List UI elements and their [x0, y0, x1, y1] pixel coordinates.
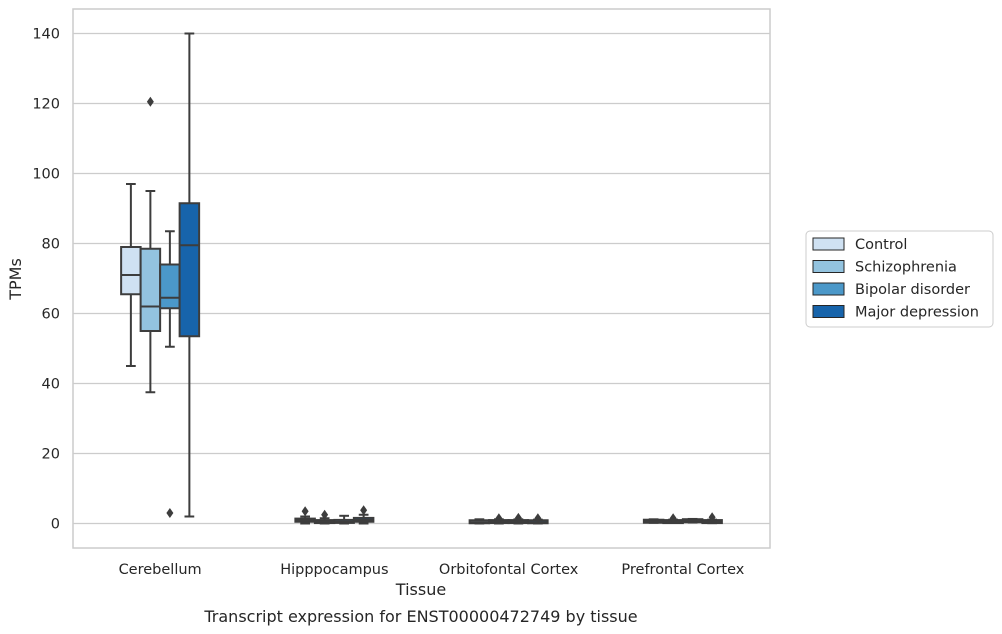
legend-label: Schizophrenia: [855, 260, 957, 276]
boxes-layer: [120, 32, 723, 525]
box-schizophrenia-2: [488, 513, 510, 525]
legend-label: Bipolar disorder: [855, 282, 970, 298]
y-tick-label: 20: [42, 447, 60, 463]
y-axis-label: TPMs: [6, 258, 25, 301]
outlier-point: [301, 506, 309, 517]
outlier-point: [495, 513, 503, 524]
box-control-0: [120, 183, 142, 367]
box: [159, 263, 181, 310]
legend-swatch: [812, 305, 845, 318]
box-major-depression-3: [701, 512, 723, 525]
legend-swatch: [812, 282, 845, 296]
box-major-depression-2: [527, 513, 549, 525]
box-major-depression-1: [352, 505, 375, 525]
legend: Control Schizophrenia Bipolar disorder Majo…: [805, 230, 994, 328]
y-axis-ticks: 0 20 40 60 80 100 120 140: [32, 27, 60, 533]
chart-title: Transcript expression for ENST0000047274…: [203, 607, 637, 626]
x-tick-label: Cerebellum: [119, 562, 202, 578]
y-tick-label: 0: [51, 517, 60, 533]
box-bipolar-disorder-1: [333, 514, 355, 525]
box-major-depression-0: [178, 32, 201, 518]
legend-frame: [805, 230, 994, 328]
box: [139, 247, 162, 332]
plot-frame: [72, 8, 771, 549]
box-schizophrenia-3: [662, 513, 684, 525]
outlier-point: [321, 509, 329, 520]
legend-swatch: [812, 260, 845, 273]
y-tick-label: 40: [42, 377, 60, 393]
y-tick-label: 60: [42, 307, 60, 323]
x-tick-label: Orbitofontal Cortex: [439, 562, 579, 578]
y-tick-label: 120: [32, 97, 60, 113]
outlier-point: [360, 505, 368, 516]
x-axis-ticks: Cerebellum Hipppocampus Orbitofontal Corte…: [119, 562, 745, 578]
outlier-point: [669, 513, 677, 524]
x-axis-label: Tissue: [395, 580, 446, 599]
box-bipolar-disorder-3: [681, 517, 704, 524]
legend-label: Major depression: [855, 305, 979, 321]
box-control-3: [642, 518, 665, 524]
box: [178, 202, 201, 338]
box-bipolar-disorder-2: [507, 512, 530, 525]
outlier-point: [166, 508, 174, 518]
legend-label: Control: [855, 237, 907, 253]
box-bipolar-disorder-0: [159, 230, 181, 518]
x-tick-label: Hipppocampus: [280, 562, 388, 578]
outlier-point: [514, 512, 522, 523]
y-tick-label: 140: [32, 27, 60, 43]
box-control-1: [294, 506, 316, 525]
legend-swatch: [812, 237, 845, 251]
box-schizophrenia-0: [139, 96, 162, 394]
box: [120, 246, 142, 296]
y-tick-label: 80: [42, 237, 60, 253]
y-tick-label: 100: [32, 167, 60, 183]
outlier-point: [708, 512, 716, 523]
box-control-2: [468, 518, 491, 525]
x-tick-label: Prefrontal Cortex: [621, 562, 744, 578]
outlier-point: [146, 96, 154, 107]
box-schizophrenia-1: [313, 509, 336, 525]
outlier-point: [534, 513, 542, 524]
